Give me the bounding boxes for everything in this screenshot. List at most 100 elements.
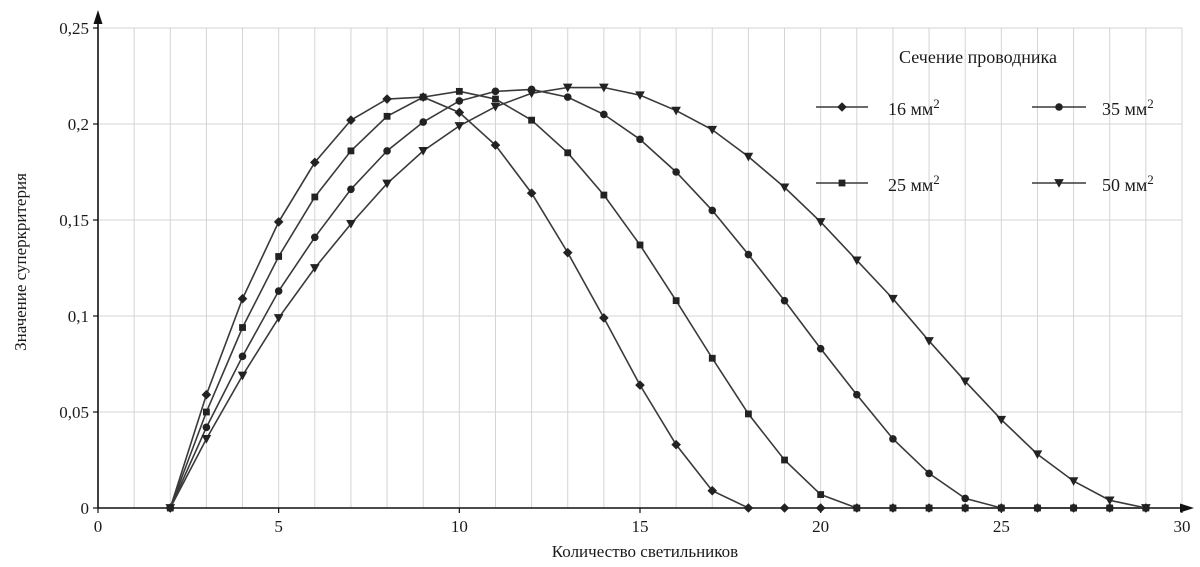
data-point bbox=[997, 504, 1006, 512]
data-point bbox=[310, 264, 320, 273]
data-point bbox=[671, 439, 681, 450]
data-point bbox=[888, 294, 898, 304]
data-point bbox=[454, 122, 465, 131]
data-point bbox=[455, 87, 463, 95]
x-tick-label: 25 bbox=[993, 517, 1010, 536]
data-point bbox=[563, 93, 572, 101]
data-point bbox=[708, 206, 717, 215]
data-point bbox=[599, 313, 609, 323]
legend-item: 35 мм2 bbox=[1032, 96, 1154, 119]
data-point bbox=[924, 337, 934, 346]
grid bbox=[98, 27, 1183, 508]
data-point bbox=[779, 503, 790, 513]
data-point bbox=[708, 354, 716, 362]
data-point bbox=[961, 504, 969, 512]
data-point bbox=[853, 390, 861, 399]
data-point bbox=[490, 140, 501, 150]
y-tick-label: 0,1 bbox=[68, 307, 89, 326]
y-tick-label: 0 bbox=[81, 499, 90, 518]
data-point bbox=[419, 93, 427, 101]
data-point bbox=[273, 217, 284, 227]
data-point bbox=[1032, 450, 1043, 460]
data-point bbox=[383, 147, 391, 155]
data-point bbox=[671, 106, 681, 116]
x-axis-arrow-icon bbox=[1180, 503, 1194, 513]
data-point bbox=[528, 116, 535, 124]
legend-marker-icon bbox=[838, 179, 846, 187]
y-tick-label: 0,25 bbox=[59, 19, 89, 38]
data-point bbox=[600, 191, 608, 199]
data-point bbox=[310, 157, 320, 168]
x-tick-label: 30 bbox=[1174, 517, 1191, 536]
data-point bbox=[636, 241, 644, 249]
data-point bbox=[526, 188, 537, 198]
legend-item: 50 мм2 bbox=[1032, 172, 1154, 195]
data-point bbox=[311, 193, 319, 201]
data-point bbox=[816, 344, 825, 353]
legend-item: 16 мм2 bbox=[816, 96, 940, 119]
data-point bbox=[960, 377, 970, 387]
x-tick-label: 15 bbox=[632, 517, 649, 536]
data-point bbox=[781, 456, 788, 464]
data-point bbox=[492, 95, 499, 103]
data-point bbox=[419, 118, 428, 126]
data-point bbox=[239, 324, 246, 331]
data-point bbox=[961, 494, 969, 503]
y-tick-label: 0,05 bbox=[59, 403, 89, 422]
data-point bbox=[889, 435, 897, 443]
data-point bbox=[275, 253, 283, 260]
data-point bbox=[743, 503, 754, 513]
data-point bbox=[562, 83, 573, 93]
data-point bbox=[203, 408, 210, 416]
legend: Сечение проводника 16 мм2 25 мм2 35 мм2 50 … bbox=[816, 47, 1154, 195]
data-point bbox=[707, 125, 718, 135]
axes bbox=[93, 10, 1194, 513]
data-point bbox=[491, 87, 500, 96]
series-line bbox=[169, 96, 1146, 509]
legend-marker-icon bbox=[1055, 103, 1063, 111]
data-point bbox=[1105, 504, 1114, 512]
data-point bbox=[600, 110, 608, 119]
data-point bbox=[562, 247, 573, 258]
series-line bbox=[169, 88, 1146, 509]
data-point bbox=[853, 504, 861, 512]
data-point bbox=[1068, 477, 1079, 486]
data-point bbox=[815, 503, 826, 513]
data-point bbox=[311, 233, 319, 242]
data-point bbox=[418, 147, 428, 156]
data-point bbox=[202, 423, 211, 432]
y-tick-label: 0,15 bbox=[59, 211, 89, 230]
data-point bbox=[201, 389, 212, 400]
data-point bbox=[707, 485, 718, 496]
data-point bbox=[346, 220, 356, 229]
data-point bbox=[274, 287, 283, 295]
y-axis-ticks: 0 0,05 0,1 0,15 0,2 0,25 bbox=[59, 19, 98, 518]
legend-label: 16 мм2 bbox=[888, 96, 940, 119]
x-tick-label: 20 bbox=[812, 517, 829, 536]
data-point bbox=[636, 135, 644, 144]
series-group bbox=[165, 83, 1151, 513]
data-point bbox=[672, 168, 680, 176]
data-point bbox=[237, 293, 248, 304]
data-point bbox=[745, 410, 752, 418]
data-point bbox=[490, 102, 501, 112]
legend-marker-icon bbox=[837, 102, 847, 112]
x-axis-ticks: 0 5 10 15 20 25 30 bbox=[94, 508, 1191, 536]
legend-item: 25 мм2 bbox=[816, 172, 940, 195]
x-axis-title: Количество светильников bbox=[552, 542, 738, 561]
legend-title: Сечение проводника bbox=[899, 47, 1057, 67]
x-tick-label: 5 bbox=[274, 517, 283, 536]
data-point bbox=[925, 469, 933, 478]
data-point bbox=[925, 504, 933, 512]
data-point bbox=[237, 371, 248, 381]
data-point bbox=[1104, 496, 1115, 506]
x-tick-label: 0 bbox=[94, 517, 103, 536]
y-tick-label: 0,2 bbox=[68, 115, 89, 134]
data-point bbox=[743, 152, 754, 162]
data-point bbox=[382, 179, 392, 189]
data-point bbox=[996, 415, 1007, 425]
data-point bbox=[454, 107, 465, 118]
data-point bbox=[382, 94, 392, 104]
legend-label: 25 мм2 bbox=[888, 172, 940, 195]
